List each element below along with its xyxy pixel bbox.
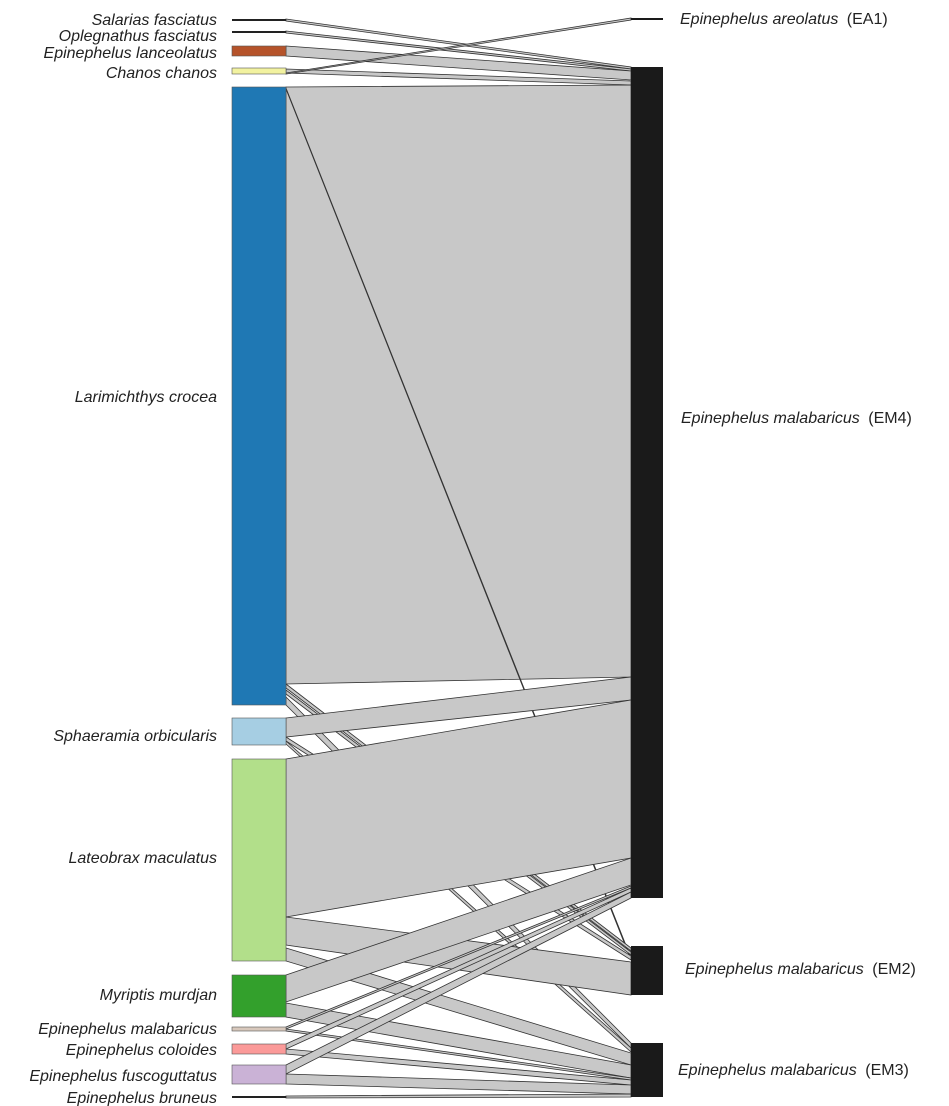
target-label-em2-species: Epinephelus malabaricus (685, 961, 864, 978)
source-node-salarias (232, 19, 286, 21)
target-label-em4: Epinephelus malabaricus (EM4) (681, 410, 912, 427)
source-label-lateobrax: Lateobrax maculatus (68, 850, 217, 867)
source-label-chanos: Chanos chanos (106, 65, 217, 82)
source-node-larimichthys (231, 86, 287, 706)
source-label-salarias: Salarias fasciatus (92, 12, 217, 29)
links-layer (285, 17, 632, 1099)
source-node-oplegnathus (232, 31, 286, 33)
target-label-em3: Epinephelus malabaricus (EM3) (678, 1062, 909, 1079)
source-label-malabaricus: Epinephelus malabaricus (38, 1021, 217, 1038)
target-label-ea1-code: (EA1) (847, 11, 888, 28)
source-node-sphaeramia (231, 717, 287, 746)
target-node-em2 (631, 946, 663, 995)
target-label-em4-code: (EM4) (868, 410, 912, 427)
target-label-em2: Epinephelus malabaricus (EM2) (685, 961, 916, 978)
source-node-lanceolatus (231, 45, 287, 57)
source-node-chanos (231, 67, 287, 75)
source-labels: Salarias fasciatus Oplegnathus fasciatus… (29, 12, 217, 1106)
target-label-em3-code: (EM3) (865, 1062, 909, 1079)
source-node-myriptis (231, 974, 287, 1018)
source-node-malabaricus (231, 1026, 287, 1032)
target-node-em4 (631, 67, 663, 898)
source-label-sphaeramia: Sphaeramia orbicularis (53, 728, 217, 745)
source-label-oplegnathus: Oplegnathus fasciatus (59, 28, 217, 45)
source-label-fuscoguttatus: Epinephelus fuscoguttatus (29, 1068, 217, 1085)
source-label-myriptis: Myriptis murdjan (100, 987, 217, 1004)
target-label-em3-species: Epinephelus malabaricus (678, 1062, 857, 1079)
source-node-coloides (231, 1043, 287, 1055)
source-node-bruneus (232, 1096, 286, 1098)
target-label-ea1: Epinephelus areolatus (EA1) (680, 11, 888, 28)
source-label-bruneus: Epinephelus bruneus (67, 1090, 217, 1106)
target-label-em4-species: Epinephelus malabaricus (681, 410, 860, 427)
target-node-ea1 (631, 18, 663, 20)
source-node-lateobrax (231, 758, 287, 962)
target-label-em2-code: (EM2) (872, 961, 916, 978)
source-node-fuscoguttatus (231, 1064, 287, 1085)
source-label-coloides: Epinephelus coloides (66, 1042, 217, 1059)
source-label-lanceolatus: Epinephelus lanceolatus (44, 45, 217, 62)
target-node-em3 (631, 1043, 663, 1097)
link-larimichthys-to-em4 (285, 84, 632, 685)
link-bruneus-to-em3 (285, 1093, 632, 1099)
target-label-ea1-species: Epinephelus areolatus (680, 11, 838, 28)
source-label-larimichthys: Larimichthys crocea (75, 389, 217, 406)
nodes-layer (231, 18, 663, 1098)
target-labels: Epinephelus areolatus (EA1) Epinephelus … (678, 11, 916, 1079)
